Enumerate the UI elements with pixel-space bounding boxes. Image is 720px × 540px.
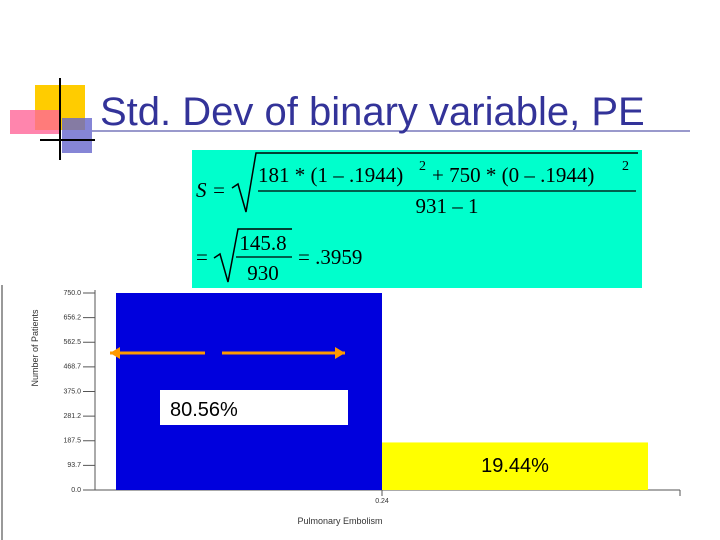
y-tick-label: 375.0 [63,388,81,395]
formula-text: 930 [247,261,279,285]
y-tick-label: 750.0 [63,290,81,297]
arrow-head [110,347,120,359]
annotation: 19.44% [481,455,549,477]
sqrt-sign [231,152,638,213]
formula-text: = [196,245,208,269]
y-tick-label: 656.2 [63,314,81,321]
y-tick-label: 0.0 [71,487,81,494]
formula-box [192,150,642,288]
formula-text: = .3959 [298,245,362,269]
x-tick-label: 0.24 [375,498,389,505]
formula-text: + 750 * (0 – .1944) [432,163,594,187]
annotation: 80.56% [170,399,238,421]
logo-square [10,110,60,134]
y-tick-label: 187.5 [63,438,81,445]
x-axis-label: Pulmonary Embolism [297,516,382,526]
chart: 0.0 93.7 187.5 281.2 375.0 468.7 562.5 656.2 750… [30,290,681,526]
arrow-head [335,347,345,359]
y-axis-label: Number of Patients [30,309,40,387]
logo-square [62,118,92,153]
bar [382,442,648,490]
formula-text: 2 [622,159,629,174]
formula-text: 181 * (1 – .1944) [258,163,403,187]
formula-text: 2 [419,159,426,174]
y-tick-label: 93.7 [67,462,81,469]
annotation-box [160,390,348,425]
formula-text: S = [196,178,226,202]
y-tick-label: 468.7 [63,364,81,371]
slide-title: Std. Dev of binary variable, PE [100,90,645,134]
formula-text: 931 – 1 [416,194,479,218]
sqrt-sign [213,228,292,283]
formula-text: 145.8 [239,231,286,255]
y-tick-label: 562.5 [63,339,81,346]
y-tick-label: 281.2 [63,413,81,420]
